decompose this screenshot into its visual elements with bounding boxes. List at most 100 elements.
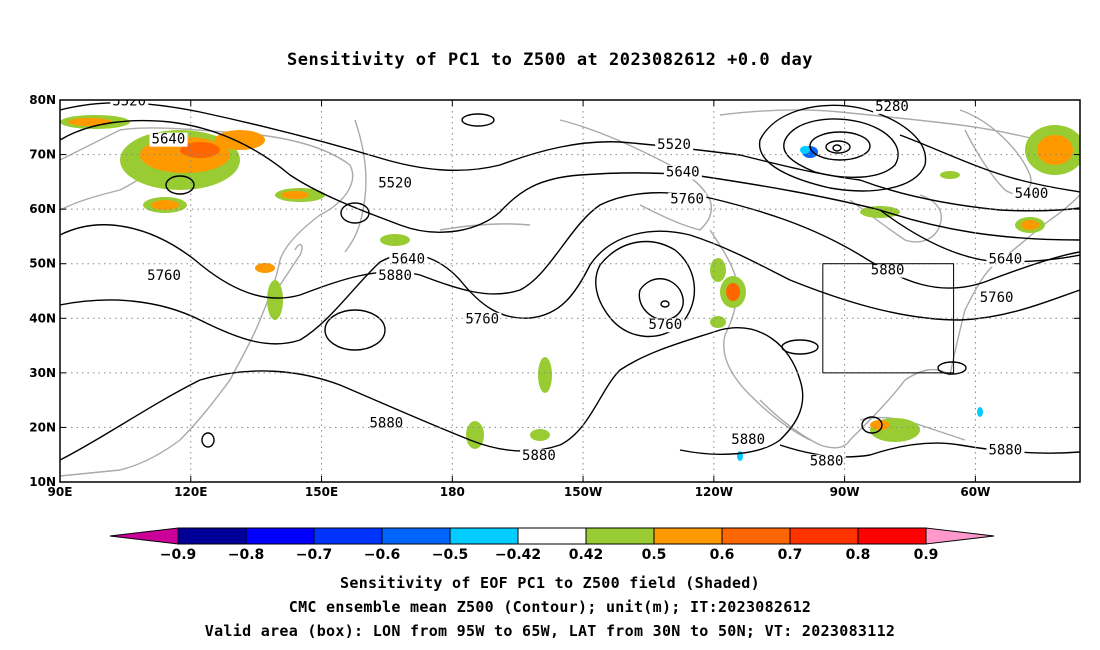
contour-high-philippines — [201, 432, 215, 448]
contour-label: 5760 — [670, 192, 704, 208]
colorbar-segment — [517, 527, 587, 545]
lon-label: 180 — [440, 485, 465, 499]
contour-label-bg — [463, 312, 502, 327]
colorbar-segment — [585, 527, 655, 545]
colorbar-label: −0.6 — [364, 547, 401, 563]
colorbar-low-arrow — [109, 527, 179, 545]
contour-label: 5760 — [648, 317, 682, 333]
coast-mexico — [759, 399, 851, 449]
contour-label: 5880 — [871, 263, 905, 279]
contour-5400-east — [899, 134, 1080, 193]
contour-label: 5880 — [810, 454, 844, 470]
contour-label-bg — [110, 100, 149, 109]
lat-label: 10N — [29, 475, 56, 489]
shade-westsiberia-orange — [68, 118, 112, 126]
shade-pacific-south — [466, 421, 484, 449]
lon-label: 90W — [830, 485, 860, 499]
shade-bc — [710, 258, 726, 282]
shade-japan — [267, 280, 283, 320]
contour-label: 5880 — [522, 448, 556, 464]
contour-label: 5640 — [988, 252, 1022, 268]
colorbar-segment — [721, 527, 791, 545]
lat-label: 30N — [29, 366, 56, 380]
contour-label-bg — [376, 176, 415, 191]
coast-alaska — [559, 119, 712, 231]
colorbar-label: 0.9 — [914, 547, 939, 563]
contour-high-pacific-north — [461, 113, 495, 127]
lon-label: 120E — [174, 485, 207, 499]
shade-arctic-blue2 — [800, 146, 810, 154]
contour-label-bg — [376, 269, 415, 284]
caption-line-2: CMC ensemble mean Z500 (Contour); unit(m… — [288, 598, 812, 616]
figure-title: Sensitivity of PC1 to Z500 at 2023082612… — [286, 50, 813, 70]
lat-label: 40N — [29, 311, 56, 325]
contour-label: 5640 — [666, 164, 700, 180]
colorbar-segment — [313, 527, 383, 545]
shade-atlantic-blue — [977, 407, 983, 417]
contour-5520-west — [60, 102, 861, 181]
shade-baja — [710, 316, 726, 328]
contour-high-westpac — [324, 309, 386, 351]
contour-low-okhotsk — [340, 202, 370, 224]
lat-label: 20N — [29, 420, 56, 434]
contour-label: 5640 — [152, 132, 186, 148]
contour-label: 5880 — [988, 443, 1022, 459]
colorbar-label: 0.8 — [846, 547, 871, 563]
contour-label: 5520 — [378, 175, 412, 191]
contour-label-bg — [668, 192, 707, 207]
lon-label: 150W — [564, 485, 602, 499]
shade-caribbean-orange — [870, 420, 890, 430]
contour-arctic-low-1 — [759, 104, 927, 192]
contour-label: 5520 — [657, 137, 691, 153]
coast-hudson — [849, 194, 942, 243]
contour-5880-west — [60, 230, 1080, 345]
contour-label-bg — [729, 432, 768, 447]
contour-arctic-low-core — [832, 144, 842, 152]
coast-aleutians — [439, 223, 531, 231]
map-frame — [59, 99, 1081, 483]
contour-5880-south — [60, 327, 804, 461]
colorbar-segment — [381, 527, 451, 545]
sensitivity-shading — [60, 115, 1080, 461]
lon-label: 60W — [960, 485, 990, 499]
coast-gulf — [849, 368, 951, 441]
colorbar-segment — [245, 527, 315, 545]
shade-kamchatka — [380, 234, 410, 246]
shade-pacific-south2 — [530, 429, 550, 441]
contour-arctic-low-4 — [825, 140, 851, 154]
colorbar-label: 0.42 — [569, 547, 604, 563]
shade-baffin — [940, 171, 960, 179]
colorbar-segment — [653, 527, 723, 545]
colorbar-segment — [857, 527, 927, 545]
contour-label-bg — [986, 443, 1025, 458]
colorbar-label: 0.5 — [642, 547, 667, 563]
contour-label-bg — [520, 449, 559, 464]
shade-hawaii — [538, 357, 552, 393]
contour-high-atlantic — [781, 339, 819, 355]
lon-label: 90E — [48, 485, 73, 499]
shade-greenland-orange — [1037, 135, 1073, 165]
shade-labrador-orange — [1021, 220, 1039, 230]
coastlines — [60, 109, 1080, 477]
contour-label: 5400 — [1015, 186, 1049, 202]
shade-yellow-sea — [255, 263, 275, 273]
contour-arctic-low-3 — [809, 131, 871, 161]
shade-rockies-orange — [726, 283, 740, 301]
colorbar-label: −0.5 — [432, 547, 469, 563]
colorbar-segment — [449, 527, 519, 545]
colorbar-high-arrow — [925, 527, 995, 545]
caption-line-3: Valid area (box): LON from 95W to 65W, L… — [204, 622, 896, 640]
contour-label: 5760 — [147, 268, 181, 284]
colorbar-label: −0.42 — [495, 547, 541, 563]
shade-okhotsk-orange — [281, 191, 309, 199]
map-axes: 90E 120E 150E 180 150W 120W 90W 60W 80N 70N 60N 50N… — [29, 93, 1080, 499]
coast-northamerica-west — [709, 229, 811, 441]
valid-area-box — [822, 263, 955, 374]
shade-siberia-red — [180, 142, 220, 158]
contour-low-siberia — [165, 175, 195, 195]
contour-5520-east — [859, 179, 1080, 212]
colorbar-segment — [177, 527, 247, 545]
contour-label: 5880 — [369, 415, 403, 431]
contour-label: 5760 — [465, 312, 499, 328]
